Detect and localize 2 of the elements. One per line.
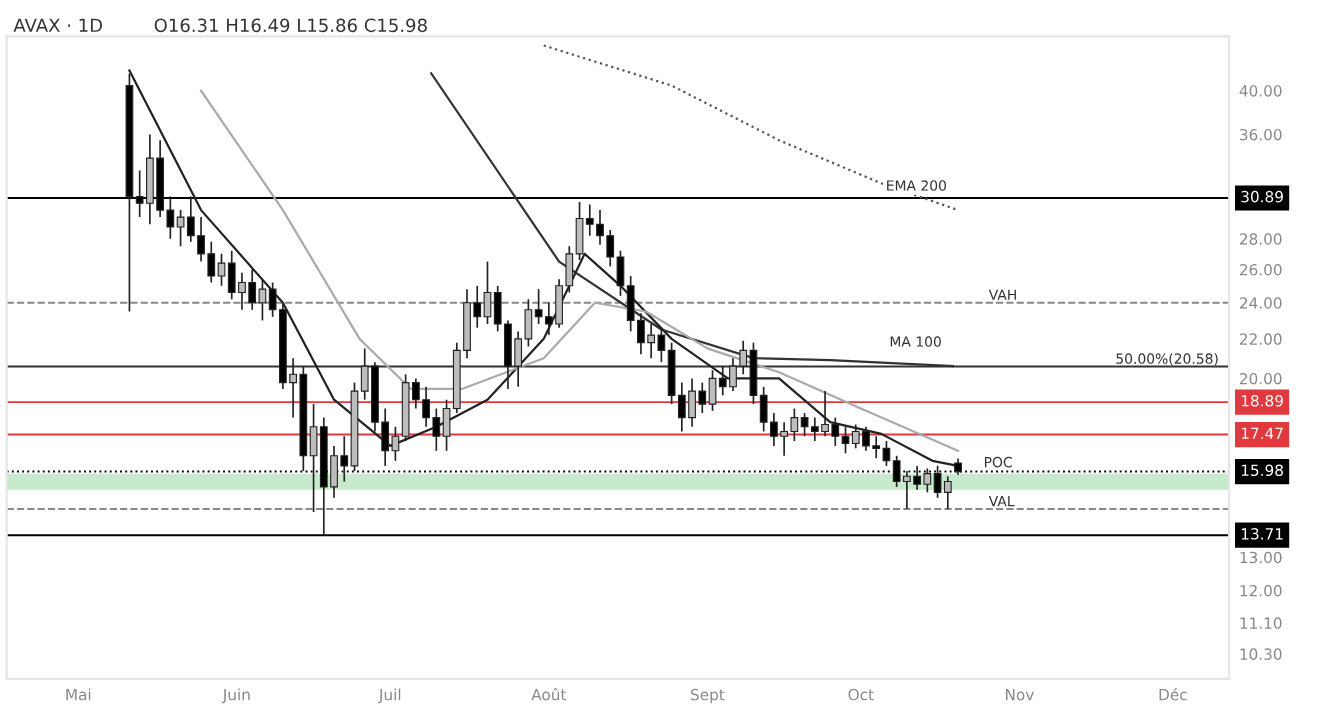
chart-title: AVAX · 1D xyxy=(13,18,103,32)
text: O16.31 H16.49 L15.86 C15.98 xyxy=(154,18,427,33)
